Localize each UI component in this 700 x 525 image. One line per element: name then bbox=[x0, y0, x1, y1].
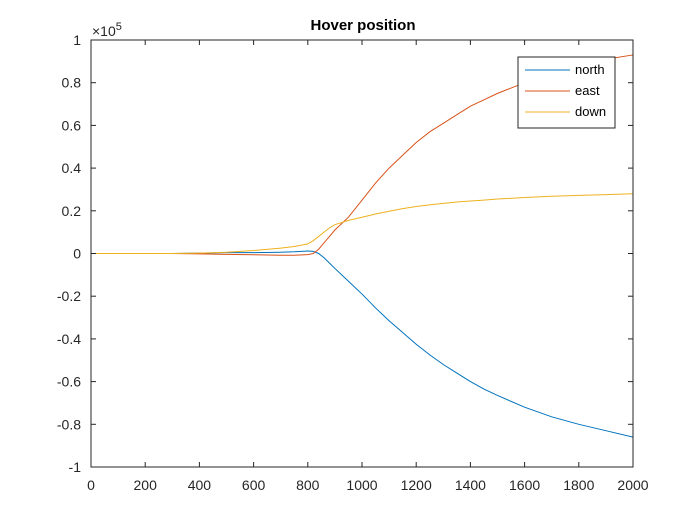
x-tick-label: 400 bbox=[188, 477, 212, 493]
x-tick-label: 1800 bbox=[563, 477, 594, 493]
x-tick-label: 0 bbox=[87, 477, 95, 493]
x-tick-label: 2000 bbox=[617, 477, 648, 493]
y-tick-label: 0.2 bbox=[62, 203, 82, 219]
y-tick-label: -0.4 bbox=[57, 331, 81, 347]
x-tick-label: 1400 bbox=[455, 477, 486, 493]
series-line-east bbox=[91, 54, 634, 256]
legend-label-north: north bbox=[575, 62, 605, 77]
legend-label-down: down bbox=[575, 104, 606, 119]
y-tick-label: 0 bbox=[73, 246, 81, 262]
y-tick-label: -1 bbox=[69, 459, 82, 475]
x-tick-label: 200 bbox=[134, 477, 158, 493]
y-exponent: ×105 bbox=[92, 21, 122, 39]
x-tick-label: 1600 bbox=[509, 477, 540, 493]
x-tick-label: 1000 bbox=[346, 477, 377, 493]
series-line-down bbox=[91, 193, 634, 254]
y-tick-label: 1 bbox=[73, 32, 81, 48]
y-tick-label: 0.8 bbox=[62, 75, 82, 91]
svg-text:×105: ×105 bbox=[92, 21, 122, 39]
series-layer bbox=[91, 54, 634, 438]
legend-label-east: east bbox=[575, 83, 600, 98]
x-tick-label: 1200 bbox=[401, 477, 432, 493]
y-axis: -1 -0.8 -0.6 -0.4 -0.2 0 0.2 0.4 0.6 0.8 1 bbox=[57, 32, 633, 475]
x-tick-label: 800 bbox=[296, 477, 320, 493]
series-line-north bbox=[91, 250, 634, 438]
y-tick-label: 0.6 bbox=[62, 117, 82, 133]
legend-box bbox=[517, 56, 616, 129]
y-tick-label: -0.6 bbox=[57, 374, 81, 390]
chart-title: Hover position bbox=[310, 17, 415, 34]
y-tick-label: -0.2 bbox=[57, 288, 81, 304]
x-axis: 0 200 400 600 800 1000 1200 1400 1600 1800 2000 bbox=[87, 40, 649, 493]
y-tick-label: -0.8 bbox=[57, 416, 81, 432]
y-tick-label: 0.4 bbox=[62, 160, 82, 176]
x-tick-label: 600 bbox=[242, 477, 266, 493]
y-exponent-power: 5 bbox=[116, 21, 122, 33]
legend: north east down bbox=[517, 56, 616, 129]
y-exponent-base: ×10 bbox=[92, 23, 116, 39]
